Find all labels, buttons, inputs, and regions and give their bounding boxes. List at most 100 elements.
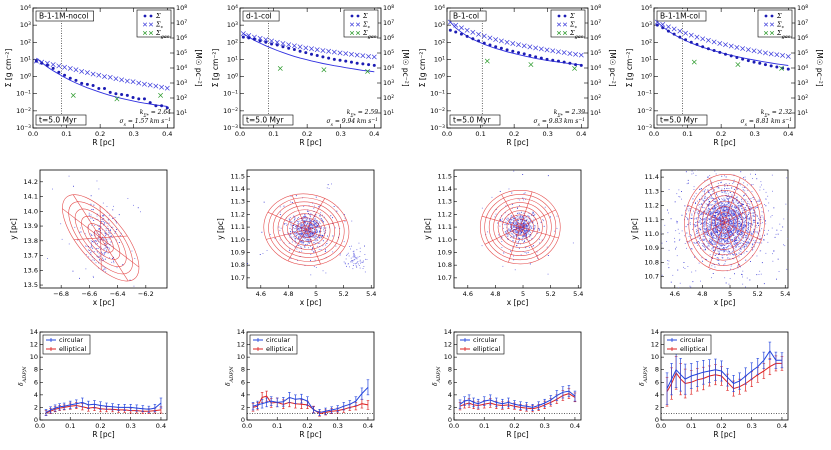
- particle: [723, 228, 725, 230]
- particle: [615, 148, 616, 149]
- particle: [502, 218, 503, 220]
- particle: [505, 224, 507, 226]
- particle: [738, 216, 740, 217]
- particle: [759, 270, 761, 272]
- particle: [349, 266, 350, 268]
- particle: [734, 205, 736, 207]
- particle: [738, 264, 740, 266]
- particle: [363, 266, 365, 267]
- particle: [88, 212, 90, 214]
- particle: [698, 221, 700, 223]
- particle: [729, 218, 731, 220]
- particle: [508, 219, 510, 221]
- particle: [766, 233, 768, 235]
- particle: [719, 242, 721, 243]
- particle: [103, 259, 104, 261]
- particle: [263, 201, 265, 203]
- y-tick-label: 101: [641, 55, 652, 64]
- particle: [313, 223, 315, 225]
- particle: [700, 188, 702, 190]
- particle: [783, 218, 785, 220]
- particle: [299, 237, 301, 239]
- particle: [301, 240, 303, 242]
- particle: [720, 208, 722, 210]
- particle: [733, 236, 735, 238]
- particle: [702, 207, 704, 209]
- sigma-star-point: [360, 53, 366, 59]
- particle: [110, 230, 111, 231]
- particle: [714, 208, 716, 210]
- x-axis-label: x [pc]: [93, 298, 115, 307]
- particle: [711, 189, 713, 191]
- particle: [736, 210, 738, 212]
- star-particles: [481, 170, 574, 275]
- particle: [118, 242, 120, 243]
- particle: [741, 239, 743, 241]
- particle: [716, 241, 718, 242]
- particle: [723, 217, 724, 219]
- sigma-point: [672, 32, 676, 36]
- particle: [516, 215, 518, 217]
- particle: [316, 245, 318, 247]
- particle: [737, 220, 738, 222]
- particle: [732, 200, 734, 202]
- particle: [524, 252, 526, 253]
- particle: [523, 241, 524, 243]
- particle: [707, 211, 709, 213]
- sigma-star-point: [665, 24, 671, 30]
- particle: [740, 218, 742, 220]
- particle: [512, 230, 514, 232]
- particle: [753, 212, 754, 214]
- particle: [709, 254, 711, 256]
- particle: [344, 221, 346, 223]
- particle: [726, 212, 728, 214]
- sigma-gas-point: [70, 92, 76, 98]
- sigma-point: [142, 97, 146, 101]
- sigma-star-point: [257, 35, 263, 41]
- particle: [715, 213, 717, 215]
- particle: [716, 259, 718, 261]
- particle: [705, 211, 707, 213]
- sigma-star-point: [510, 41, 516, 46]
- particle: [698, 210, 700, 212]
- particle: [709, 197, 711, 199]
- particle: [749, 156, 750, 157]
- particle: [524, 240, 525, 242]
- particle: [720, 238, 722, 240]
- particle: [730, 245, 732, 247]
- legend-cross: [355, 22, 361, 27]
- particle: [510, 217, 511, 219]
- particle: [525, 224, 527, 226]
- sigma-point: [40, 61, 44, 65]
- particle: [710, 213, 712, 215]
- particle: [307, 229, 309, 231]
- particle: [735, 240, 737, 241]
- particle: [522, 197, 524, 199]
- particle: [824, 204, 825, 205]
- particle: [718, 218, 720, 220]
- particle: [99, 259, 101, 261]
- particle: [695, 218, 697, 220]
- particle: [713, 212, 714, 214]
- particle: [683, 266, 684, 268]
- particle: [305, 225, 307, 227]
- particle: [717, 235, 719, 237]
- particle: [525, 216, 527, 218]
- particle: [688, 210, 690, 212]
- particle: [522, 235, 524, 237]
- particle: [519, 213, 521, 214]
- particle: [499, 235, 501, 237]
- particle: [733, 191, 734, 193]
- particle: [357, 263, 359, 265]
- particle: [103, 224, 105, 226]
- particle: [724, 245, 726, 246]
- particle: [765, 205, 767, 207]
- particle: [698, 242, 700, 244]
- particle: [515, 236, 517, 238]
- particle: [730, 268, 731, 270]
- particle: [707, 199, 709, 201]
- particle: [715, 217, 716, 219]
- sigma-point: [505, 48, 509, 52]
- sigma-gas-point: [365, 68, 371, 74]
- y2-tick-label: 106: [797, 34, 808, 43]
